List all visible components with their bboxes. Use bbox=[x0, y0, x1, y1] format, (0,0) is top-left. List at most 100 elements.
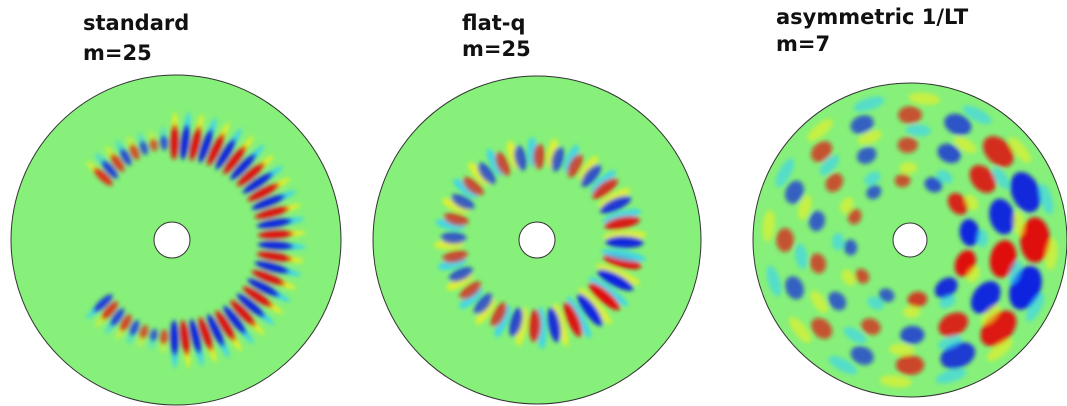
wave-blob bbox=[962, 105, 992, 125]
wave-blob bbox=[198, 128, 213, 163]
wave-blob bbox=[149, 138, 158, 152]
wave-blob bbox=[959, 218, 980, 247]
wave-blob bbox=[808, 210, 826, 232]
wave-blob bbox=[119, 148, 132, 166]
wave-blob bbox=[970, 281, 1001, 314]
panel-subtitle: m=7 bbox=[776, 32, 830, 56]
panel-title: flat-q bbox=[462, 11, 526, 35]
wave-blob bbox=[897, 136, 918, 154]
wave-blob bbox=[93, 167, 113, 186]
wave-blob bbox=[989, 240, 1017, 278]
wave-blob bbox=[189, 125, 202, 161]
wave-blob bbox=[254, 206, 290, 219]
disk-hole bbox=[892, 222, 928, 258]
wave-blob bbox=[450, 193, 475, 210]
wave-blob bbox=[129, 143, 140, 161]
wave-blob bbox=[840, 197, 854, 214]
wave-blob bbox=[809, 253, 827, 274]
wave-blob bbox=[788, 316, 812, 343]
wave-blob bbox=[494, 304, 511, 338]
wave-blob bbox=[223, 305, 247, 335]
wave-blob bbox=[442, 250, 468, 263]
wave-blob bbox=[905, 124, 932, 137]
wave-blob bbox=[207, 314, 225, 347]
wave-blob bbox=[924, 177, 943, 193]
wave-blob bbox=[590, 170, 616, 194]
wave-blob bbox=[819, 154, 840, 176]
wave-blob bbox=[811, 141, 833, 163]
wave-blob bbox=[490, 302, 507, 327]
wave-blob bbox=[180, 124, 190, 160]
wave-blob bbox=[588, 282, 621, 311]
wave-blob bbox=[939, 294, 956, 309]
wave-blob bbox=[605, 236, 644, 249]
wave-blob bbox=[1025, 292, 1045, 322]
wave-blob bbox=[1010, 171, 1041, 213]
wave-blob bbox=[857, 130, 883, 145]
wave-blob bbox=[159, 135, 169, 151]
disk-edge bbox=[752, 82, 1067, 398]
wave-blob bbox=[1045, 238, 1058, 271]
wave-blob bbox=[453, 178, 479, 199]
wave-blob bbox=[864, 171, 881, 186]
wave-blob bbox=[207, 133, 225, 166]
wave-blob bbox=[964, 194, 979, 211]
disk-edge bbox=[10, 74, 342, 406]
wave-blob bbox=[825, 173, 844, 193]
wave-blob bbox=[567, 153, 584, 178]
wave-blob bbox=[440, 231, 467, 244]
wave-blob bbox=[599, 195, 631, 214]
wave-pattern bbox=[86, 111, 306, 369]
wave-blob bbox=[230, 153, 257, 180]
wave-blob bbox=[597, 269, 634, 291]
wave-blob bbox=[242, 286, 273, 308]
wave-blob bbox=[256, 251, 293, 262]
wave-blob bbox=[159, 329, 169, 345]
wave-blob bbox=[588, 276, 629, 306]
wave-blob bbox=[843, 239, 858, 256]
wave-blob bbox=[934, 277, 958, 299]
wave-blob bbox=[459, 287, 483, 309]
wave-blob bbox=[509, 307, 523, 337]
wave-blob bbox=[567, 296, 591, 338]
wave-blob bbox=[841, 269, 856, 286]
wave-blob bbox=[975, 229, 989, 248]
wave-blob bbox=[969, 165, 997, 193]
disk-edge bbox=[372, 75, 702, 405]
wave-blob bbox=[935, 368, 967, 384]
wave-blob bbox=[828, 355, 858, 375]
wave-blob bbox=[1008, 137, 1032, 164]
wave-blob bbox=[101, 301, 119, 320]
wave-blob bbox=[247, 278, 280, 297]
wave-blob bbox=[230, 300, 257, 327]
wave-blob bbox=[776, 228, 794, 252]
wave-blob bbox=[257, 241, 294, 250]
wave-blob bbox=[900, 325, 925, 345]
wave-blob bbox=[898, 106, 922, 124]
wave-blob bbox=[468, 162, 490, 186]
wave-blob bbox=[477, 162, 496, 185]
wave-blob bbox=[810, 290, 828, 314]
wave-blob bbox=[867, 296, 884, 310]
wave-blob bbox=[149, 328, 158, 342]
wave-blob bbox=[850, 115, 874, 134]
wave-blob bbox=[866, 184, 882, 200]
panel-subtitle: m=25 bbox=[83, 41, 152, 65]
wave-blob bbox=[598, 188, 631, 208]
wave-blob bbox=[139, 140, 149, 156]
wave-blob bbox=[242, 172, 273, 194]
wave-blob bbox=[766, 265, 782, 297]
wave-blob bbox=[907, 291, 928, 308]
wave-blob bbox=[953, 136, 977, 154]
wave-blob bbox=[215, 310, 236, 342]
wave-blob bbox=[831, 232, 845, 251]
wave-blob bbox=[236, 293, 265, 318]
wave-blob bbox=[785, 276, 804, 300]
wave-blob bbox=[807, 118, 834, 142]
wave-blob bbox=[989, 198, 1016, 235]
wave-blob bbox=[577, 293, 603, 326]
wave-blob bbox=[459, 281, 482, 300]
wave-blob bbox=[1038, 183, 1054, 215]
wave-blob bbox=[762, 209, 775, 242]
